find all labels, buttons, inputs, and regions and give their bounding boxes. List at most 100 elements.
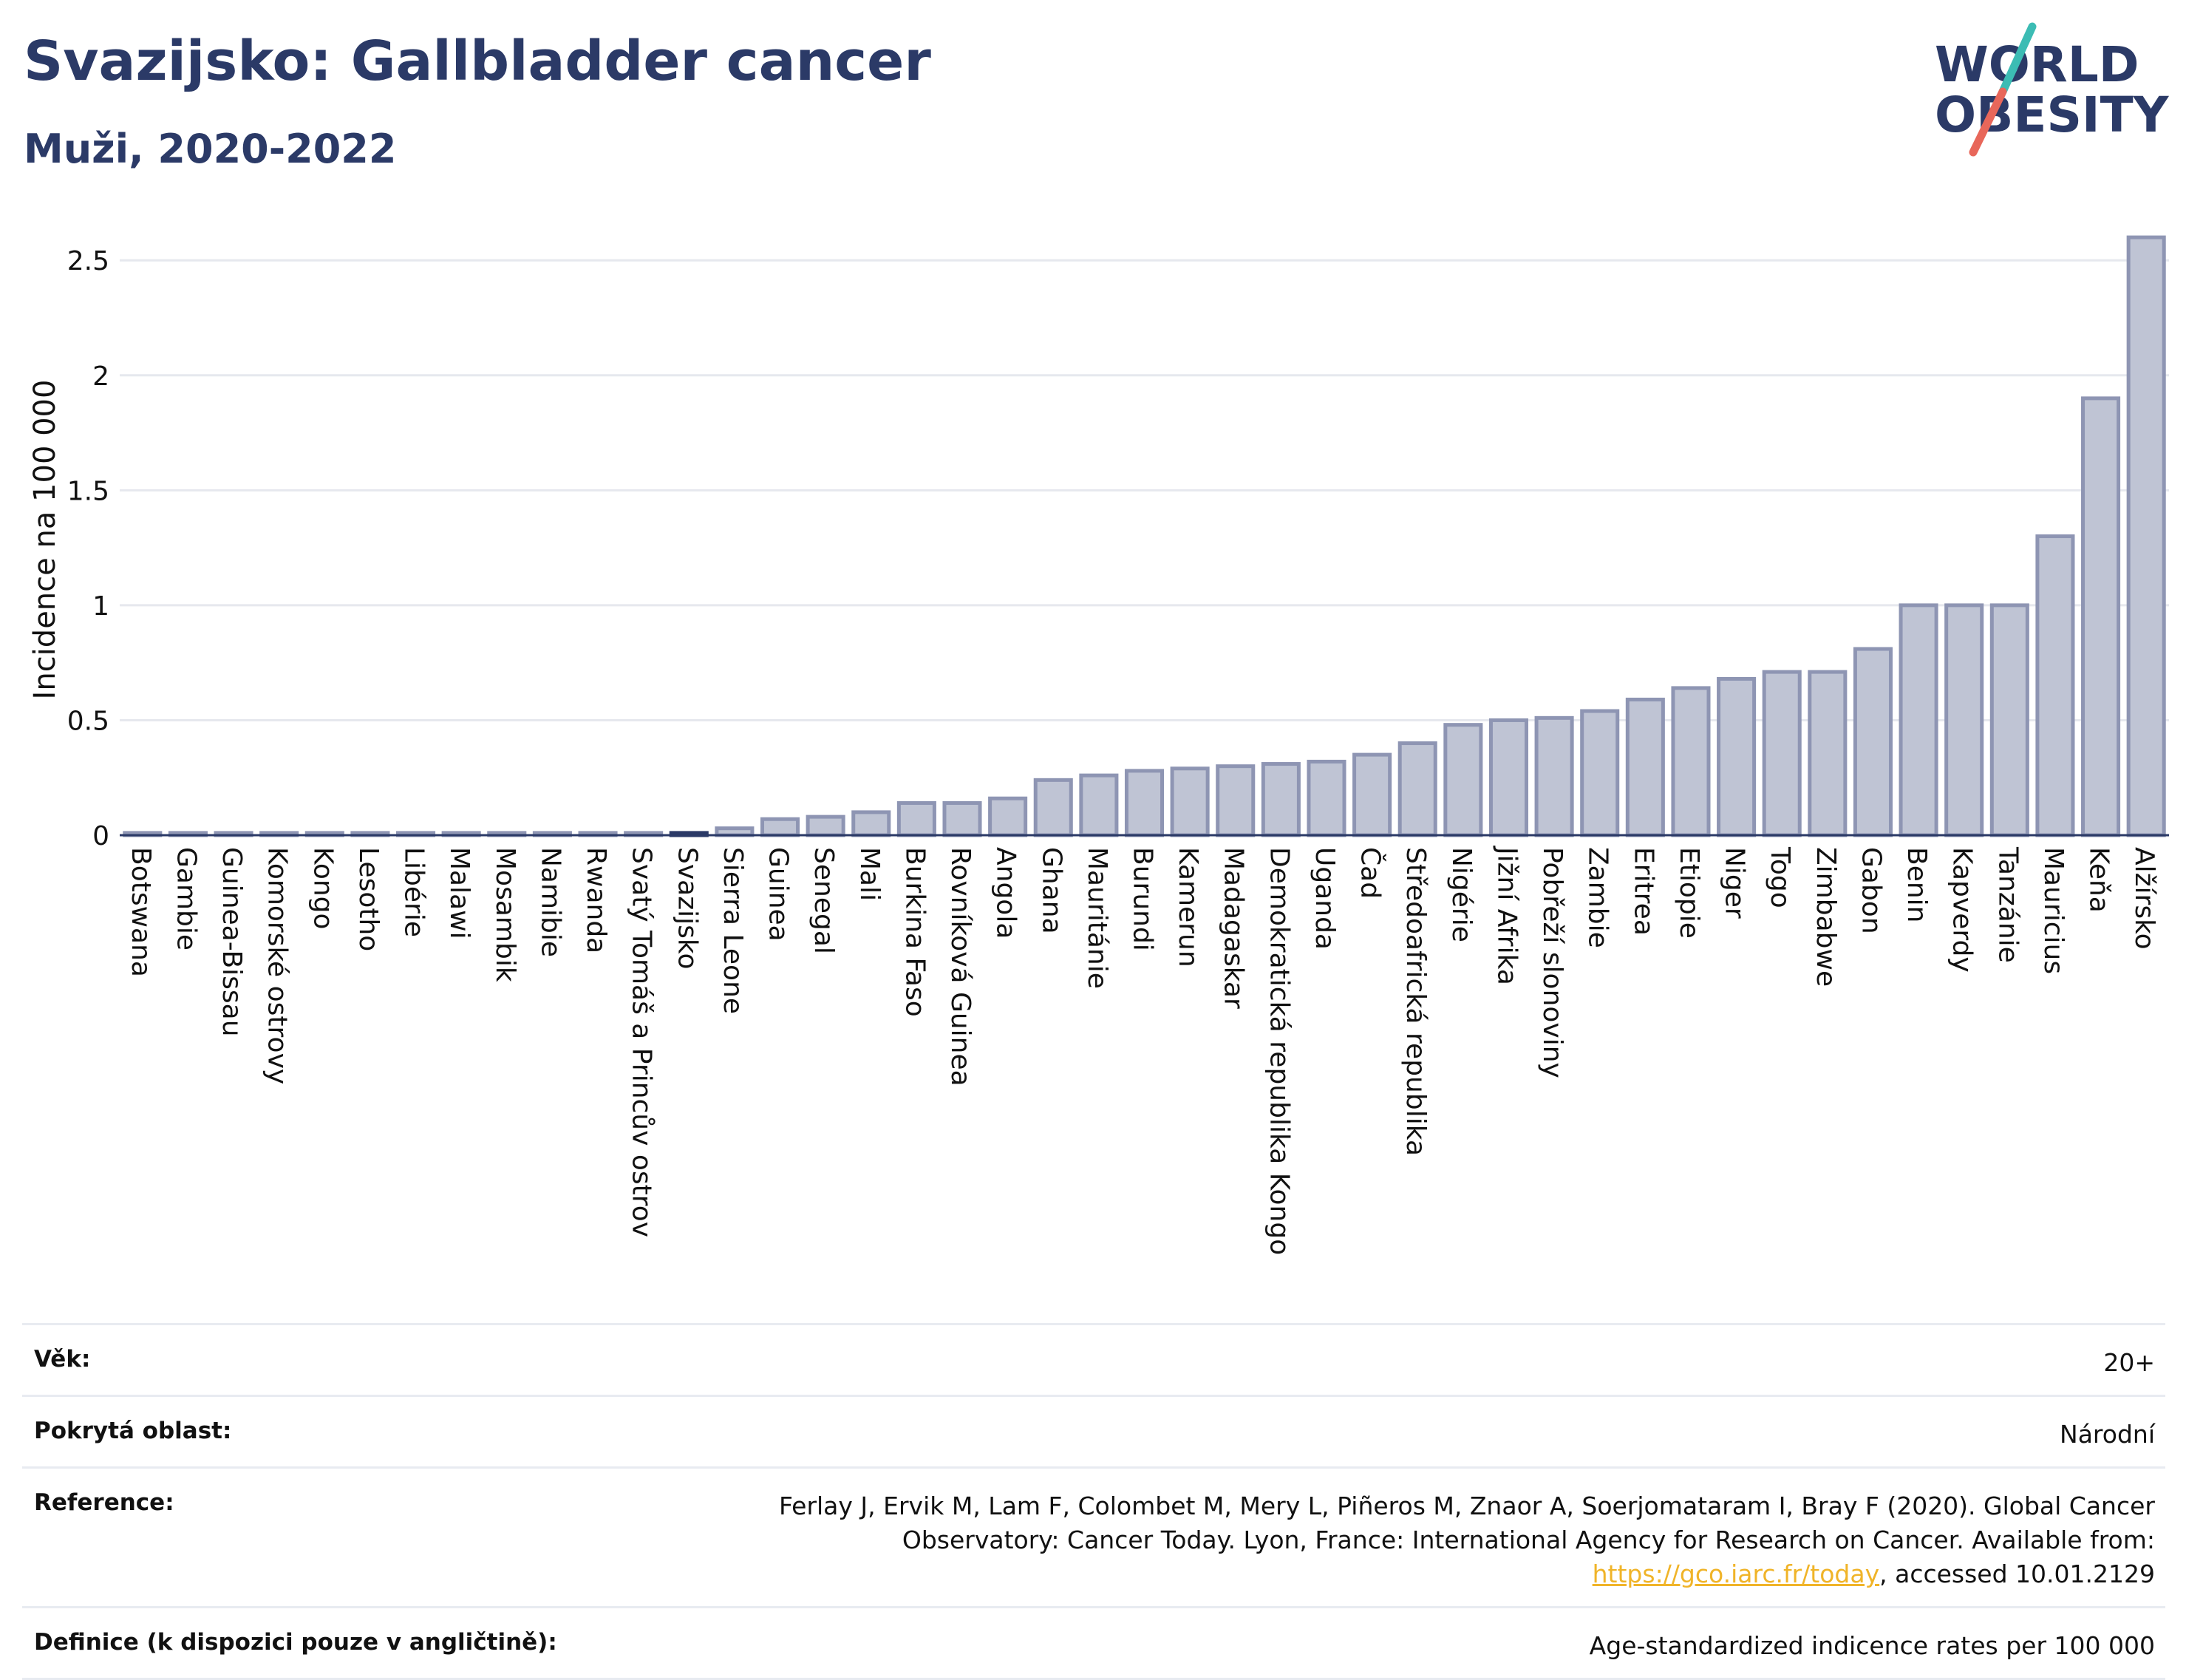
bar xyxy=(1717,676,1757,837)
x-tick-label: Mali xyxy=(854,847,885,901)
bar xyxy=(1853,647,1893,837)
y-tick-label: 2.5 xyxy=(67,246,109,276)
x-tick-label: Guinea xyxy=(763,847,794,942)
x-tick-label: Namibie xyxy=(535,847,565,957)
x-tick-label: Burundi xyxy=(1128,847,1158,951)
x-tick-label: Jižní Afrika xyxy=(1491,846,1522,985)
reference-link[interactable]: https://gco.iarc.fr/today xyxy=(1592,1560,1880,1588)
bar xyxy=(942,800,982,837)
meta-row-area: Pokrytá oblast: Národní xyxy=(22,1395,2165,1466)
page-subtitle: Muži, 2020-2022 xyxy=(24,126,397,172)
x-tick-label: Středoafrická republika xyxy=(1400,847,1431,1156)
bar xyxy=(851,810,891,837)
y-tick-label: 1.5 xyxy=(67,476,109,506)
bar xyxy=(1625,697,1665,837)
y-tick-label: 0.5 xyxy=(67,706,109,736)
bar xyxy=(1488,718,1529,837)
x-tick-label: Kamerun xyxy=(1173,847,1203,967)
bar xyxy=(1033,778,1073,837)
x-tick-label: Benin xyxy=(1901,847,1932,922)
x-tick-label: Ghana xyxy=(1036,847,1066,934)
bar xyxy=(1580,709,1620,837)
logo-text-world: WORLD xyxy=(1935,36,2139,93)
x-tick-label: Svazijsko xyxy=(672,847,702,969)
bar xyxy=(896,800,936,837)
x-tick-label: Sierra Leone xyxy=(718,847,748,1014)
y-axis-label: Incidence na 100 000 xyxy=(28,380,62,700)
x-tick-label: Zimbabwe xyxy=(1811,847,1841,987)
x-tick-label: Čad xyxy=(1355,847,1386,899)
reference-accessed: , accessed 10.01.2129 xyxy=(1879,1560,2155,1588)
bar xyxy=(1989,603,2029,837)
x-tick-label: Komorské ostrovy xyxy=(262,847,293,1084)
x-tick-label: Madagaskar xyxy=(1219,847,1249,1009)
x-tick-label: Kapverdy xyxy=(1947,847,1978,973)
bar-chart: 0 0.5 1 1.5 2 2.5 Botswana Gambie Guinea-Bissau… xyxy=(28,235,2169,1255)
bar xyxy=(2035,534,2075,837)
x-tick-label: Guinea-Bissau xyxy=(217,847,247,1037)
bar xyxy=(1261,762,1301,837)
meta-row-reference: Reference: Ferlay J, Ervik M, Lam F, Col… xyxy=(22,1466,2165,1606)
meta-row-age: Věk: 20+ xyxy=(22,1323,2165,1395)
logo-slash-teal-icon xyxy=(1998,22,2037,96)
meta-reference-label: Reference: xyxy=(34,1489,174,1516)
world-obesity-logo: WORLD OBESITY xyxy=(1935,22,2170,157)
x-tick-label: Malawi xyxy=(444,847,474,939)
metadata-table: Věk: 20+ Pokrytá oblast: Národní Referen… xyxy=(22,1323,2165,1680)
x-tick-label: Uganda xyxy=(1310,847,1340,950)
y-axis-ticks: 0 0.5 1 1.5 2 2.5 xyxy=(67,246,109,851)
x-tick-label: Libérie xyxy=(399,847,429,937)
bar xyxy=(1124,769,1165,837)
bar xyxy=(1307,759,1346,837)
bar xyxy=(2081,396,2121,837)
x-tick-label: Etiopie xyxy=(1674,847,1704,939)
bar xyxy=(806,815,845,837)
bar xyxy=(1216,764,1256,837)
bar xyxy=(1944,603,1984,837)
bar xyxy=(988,796,1028,837)
bar xyxy=(1079,773,1119,837)
bar xyxy=(1762,670,1802,837)
x-tick-label: Svatý Tomáš a Princův ostrov xyxy=(627,847,657,1237)
x-tick-label: Rwanda xyxy=(581,847,611,953)
bar xyxy=(1534,715,1574,837)
meta-reference-value: Ferlay J, Ervik M, Lam F, Colombet M, Me… xyxy=(618,1489,2155,1591)
meta-definition-label: Definice (k dispozici pouze v angličtině… xyxy=(34,1629,557,1656)
meta-age-value: 20+ xyxy=(2103,1348,2155,1377)
x-tick-label: Pobřeží slonoviny xyxy=(1537,847,1567,1078)
x-tick-label: Zambie xyxy=(1583,847,1613,948)
x-tick-label: Gabon xyxy=(1856,847,1886,934)
x-tick-label: Alžírsko xyxy=(2129,847,2159,950)
x-tick-label: Burkina Faso xyxy=(899,847,930,1017)
meta-age-label: Věk: xyxy=(34,1346,91,1373)
meta-area-value: Národní xyxy=(2060,1420,2155,1449)
bar xyxy=(1397,741,1437,837)
x-tick-label: Nigérie xyxy=(1446,847,1477,942)
x-tick-label: Tanzánie xyxy=(1992,846,2023,963)
chart-bars xyxy=(123,235,2166,837)
x-tick-label: Lesotho xyxy=(353,847,384,951)
reference-text: Ferlay J, Ervik M, Lam F, Colombet M, Me… xyxy=(778,1492,2155,1554)
y-tick-label: 1 xyxy=(92,591,109,622)
bar xyxy=(2126,235,2166,837)
x-axis-ticks: Botswana Gambie Guinea-Bissau Komorské ostr… xyxy=(126,846,2159,1255)
x-tick-label: Keňa xyxy=(2084,847,2114,913)
x-tick-label: Mosambik xyxy=(490,847,520,982)
x-tick-label: Niger xyxy=(1720,847,1750,919)
bar xyxy=(1352,752,1392,837)
bar xyxy=(1443,723,1483,837)
x-tick-label: Mauricius xyxy=(2038,847,2068,974)
x-tick-label: Togo xyxy=(1765,846,1795,908)
x-tick-label: Gambie xyxy=(171,847,201,950)
bar xyxy=(760,817,800,837)
meta-definition-value: Age-standardized indicence rates per 100… xyxy=(1589,1631,2155,1660)
bar xyxy=(1671,686,1711,837)
x-tick-label: Senegal xyxy=(808,847,839,954)
meta-row-definition: Definice (k dispozici pouze v angličtině… xyxy=(22,1606,2165,1680)
bar xyxy=(1170,766,1210,837)
x-tick-label: Angola xyxy=(991,847,1021,939)
y-tick-label: 2 xyxy=(92,361,109,392)
chart-grid xyxy=(120,259,2169,721)
x-tick-label: Eritrea xyxy=(1628,847,1658,936)
logo-text-obesity: OBESITY xyxy=(1935,86,2170,143)
